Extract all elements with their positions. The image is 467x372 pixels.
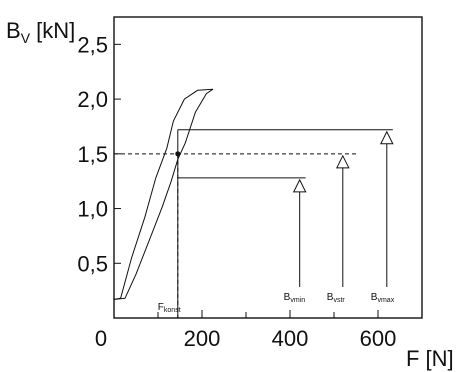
f-konst-label: Fkonst bbox=[158, 302, 181, 314]
level-arrow-vmax bbox=[379, 130, 394, 145]
level-label-main: B bbox=[327, 292, 334, 303]
y-axis-title-sub: V bbox=[21, 30, 31, 46]
level-label-vmin: Bvmin bbox=[284, 292, 306, 304]
reference-lines: Fkonst bbox=[114, 129, 359, 318]
y-tick-label: 2,5 bbox=[77, 32, 108, 57]
level-label-sub: vmax bbox=[377, 297, 394, 304]
curve-lower-branch bbox=[113, 88, 214, 300]
level-label-vstr: Bvstr bbox=[327, 292, 346, 304]
y-axis-title-main: B bbox=[6, 18, 21, 43]
level-arrow-vmin bbox=[292, 178, 307, 193]
level-label-sub: vstr bbox=[333, 297, 345, 304]
f-konst-label-main: F bbox=[158, 302, 164, 313]
x-axis-title: F [N] bbox=[406, 346, 454, 371]
y-tick-label: 2,0 bbox=[77, 87, 108, 112]
x-tick-label: 200 bbox=[184, 326, 221, 351]
curve-upper-branch bbox=[113, 88, 214, 300]
f-konst-label-sub: konst bbox=[164, 307, 181, 314]
y-tick-label: 1,0 bbox=[77, 197, 108, 222]
y-axis-title: BV [kN] bbox=[6, 18, 75, 46]
svg-text:BV [kN]: BV [kN] bbox=[6, 18, 75, 46]
y-tick-label: 0,5 bbox=[77, 251, 108, 276]
y-axis-title-unit: [kN] bbox=[30, 18, 75, 43]
operating-point-marker bbox=[175, 151, 181, 157]
hysteresis-curves bbox=[113, 88, 214, 300]
level-arrow-vstr bbox=[335, 154, 350, 169]
x-tick-label: 0 bbox=[95, 326, 107, 351]
level-label-vmax: Bvmax bbox=[371, 292, 395, 304]
x-axis-ticks: 0 200 400 600 bbox=[95, 310, 396, 351]
level-markers: Bvmin Bvstr Bvmax bbox=[177, 129, 395, 304]
plot-frame bbox=[113, 16, 423, 319]
level-label-main: B bbox=[371, 292, 378, 303]
x-tick-label: 600 bbox=[360, 326, 397, 351]
x-tick-label: 400 bbox=[272, 326, 309, 351]
level-label-main: B bbox=[284, 292, 291, 303]
y-tick-label: 1,5 bbox=[77, 142, 108, 167]
level-label-sub: vmin bbox=[290, 297, 305, 304]
y-axis-ticks: 0,5 1,0 1,5 2,0 2,5 bbox=[77, 32, 121, 276]
